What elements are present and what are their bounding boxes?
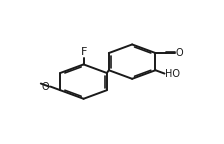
Text: O: O: [176, 48, 184, 58]
Text: O: O: [42, 82, 50, 92]
Text: HO: HO: [165, 69, 180, 78]
Text: F: F: [81, 47, 88, 57]
